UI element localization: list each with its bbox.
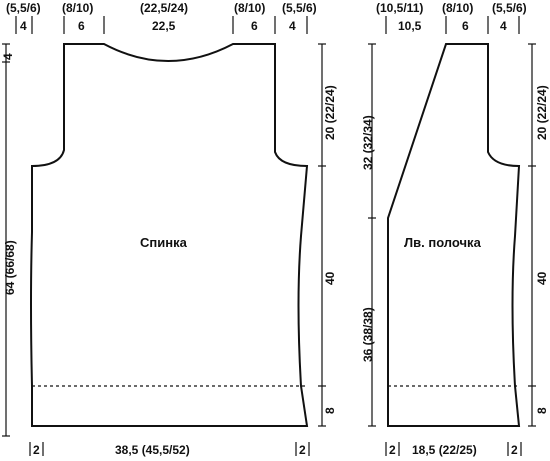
back-right-bottom-value: 8 (323, 407, 337, 414)
back-bottom-left-value: 2 (33, 443, 40, 457)
front-title: Лв. полочка (404, 235, 482, 250)
front-right-top-value: 20 (22/24) (535, 85, 549, 140)
front-top-label-3: (5,5/6) (492, 1, 527, 15)
back-bottom-center-value: 38,5 (45,5/52) (115, 443, 190, 457)
front-left-top-value: 32 (32/34) (361, 115, 375, 170)
back-right-top-value: 20 (22/24) (323, 85, 337, 140)
front-outline (387, 43, 521, 427)
back-title: Спинка (140, 235, 188, 250)
back-outline (30, 43, 309, 427)
back-left-main-value: 64 (66/68) (3, 240, 17, 295)
front-bottom-center-value: 18,5 (22/25) (412, 443, 477, 457)
back-top-label-3: (22,5/24) (140, 1, 188, 15)
back-top-value-3: 22,5 (152, 19, 176, 33)
front-piece: (10,5/11) (8/10) (5,5/6) 10,5 6 4 32 (32… (361, 1, 549, 457)
back-piece: (5,5/6) (8/10) (22,5/24) (8/10) (5,5/6) … (1, 1, 337, 457)
front-top-value-1: 10,5 (398, 19, 422, 33)
front-bottom-left-value: 2 (389, 443, 396, 457)
back-top-label-2: (8/10) (62, 1, 93, 15)
back-top-value-1: 4 (20, 19, 27, 33)
back-top-value-5: 4 (289, 19, 296, 33)
back-left-top-value: 4 (1, 53, 15, 60)
back-top-label-5: (5,5/6) (282, 1, 317, 15)
front-right-mid-value: 40 (535, 271, 549, 285)
front-bottom-right-value: 2 (511, 443, 518, 457)
back-right-mid-value: 40 (323, 271, 337, 285)
back-top-label-1: (5,5/6) (6, 1, 41, 15)
back-top-label-4: (8/10) (234, 1, 265, 15)
front-right-bottom-value: 8 (535, 407, 549, 414)
front-top-label-1: (10,5/11) (376, 1, 423, 15)
back-top-value-4: 6 (251, 19, 258, 33)
front-top-value-2: 6 (462, 19, 469, 33)
front-top-value-3: 4 (500, 19, 507, 33)
back-bottom-right-value: 2 (299, 443, 306, 457)
front-top-label-2: (8/10) (442, 1, 473, 15)
back-top-value-2: 6 (78, 19, 85, 33)
front-left-bottom-value: 36 (38/38) (361, 307, 375, 362)
